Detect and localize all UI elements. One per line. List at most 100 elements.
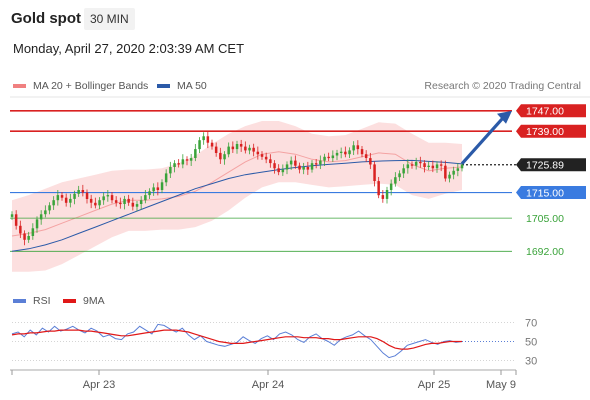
candle-body <box>106 195 110 197</box>
candle-body <box>39 214 43 220</box>
candle-body <box>360 149 364 155</box>
candle-body <box>377 181 380 196</box>
forecast-arrow-head <box>497 110 512 124</box>
datetime-label: Monday, April 27, 2020 2:03:39 AM CET <box>13 41 245 56</box>
candle-body <box>398 173 401 178</box>
legend-swatch-rsi <box>13 299 26 303</box>
instrument-title: Gold spot <box>11 10 81 27</box>
legend-bollinger: MA 20 + Bollinger Bands <box>13 80 148 92</box>
candle-body <box>277 168 280 173</box>
candle-body <box>373 164 376 181</box>
candle-body <box>169 167 172 174</box>
candle-body <box>281 169 285 173</box>
legend-rsi: RSI <box>13 295 51 307</box>
level-label-5: 1692.00 <box>526 246 564 258</box>
candle-body <box>185 159 189 161</box>
bollinger-band-area <box>12 121 462 272</box>
ma50-line <box>11 159 463 252</box>
candle-body <box>110 195 114 201</box>
candle-body <box>364 154 368 158</box>
candle-body <box>177 163 180 165</box>
candle-body <box>77 190 80 194</box>
candle-body <box>369 158 372 165</box>
candle-body <box>260 154 264 157</box>
credit-text: Research © 2020 Trading Central <box>424 80 581 92</box>
legend-swatch-9ma <box>63 299 76 303</box>
candle-body <box>339 151 343 153</box>
x-tick-label-3: May 9 <box>486 379 516 391</box>
rsi-tick-label-0: 70 <box>525 318 537 330</box>
candle-body <box>402 168 405 174</box>
candle-body <box>352 145 355 151</box>
candle-body <box>219 152 222 160</box>
candle-body <box>269 159 272 164</box>
candle-body <box>227 146 230 155</box>
ma20-line <box>11 151 463 237</box>
legend-swatch-bollinger <box>13 84 26 88</box>
candle-body <box>156 187 160 190</box>
candle-body <box>64 197 68 203</box>
candle-body <box>235 144 239 150</box>
candle-body <box>31 228 35 236</box>
candle-body <box>264 156 268 160</box>
candle-body <box>314 163 318 165</box>
candle-body <box>35 219 39 229</box>
candle-body <box>152 187 155 192</box>
candle-body <box>223 154 226 160</box>
candle-body <box>452 170 455 175</box>
candle-body <box>206 136 210 143</box>
candle-body <box>248 147 251 151</box>
candle-body <box>160 182 164 190</box>
candle-body <box>231 146 235 150</box>
candle-body <box>81 190 85 193</box>
rsi-tick-label-1: 50 <box>525 337 537 349</box>
candle-body <box>406 164 410 169</box>
candle-body <box>344 151 347 155</box>
candle-body <box>135 204 139 207</box>
legend-label-9ma: 9MA <box>83 295 105 307</box>
candle-body <box>289 160 293 165</box>
timeframe-badge[interactable]: 30 MIN <box>84 8 135 30</box>
candle-body <box>98 200 101 206</box>
candle-body <box>427 165 430 167</box>
legend-swatch-ma50 <box>157 84 170 88</box>
candle-body <box>189 158 193 161</box>
candle-body <box>385 190 389 199</box>
candle-body <box>439 164 443 166</box>
level-tag-0 <box>516 104 586 118</box>
candle-body <box>323 156 326 161</box>
candle-body <box>123 198 126 204</box>
level-tag-1 <box>516 124 586 138</box>
legend-label-rsi: RSI <box>33 295 51 307</box>
level-label-1: 1739.00 <box>526 126 564 138</box>
candle-body <box>19 225 22 234</box>
candle-body <box>10 214 14 217</box>
candle-body <box>27 236 30 240</box>
candle-body <box>89 198 93 203</box>
candle-body <box>102 196 105 201</box>
candle-body <box>85 192 89 199</box>
candle-body <box>273 163 276 169</box>
candle-body <box>394 177 397 184</box>
candle-body <box>210 142 214 147</box>
candle-body <box>389 183 393 190</box>
candle-body <box>381 195 385 199</box>
candle-body <box>60 195 64 198</box>
x-tick-label-1: Apr 24 <box>252 379 284 391</box>
candle-body <box>198 140 201 150</box>
candle-body <box>285 164 289 170</box>
candle-body <box>310 163 314 170</box>
candle-body <box>435 164 439 169</box>
legend-label-bollinger: MA 20 + Bollinger Bands <box>33 80 149 92</box>
candle-body <box>456 168 460 171</box>
candle-body <box>181 159 185 165</box>
candle-body <box>214 146 218 153</box>
level-label-0: 1747.00 <box>526 106 564 118</box>
candle-body <box>448 174 451 179</box>
candle-body <box>256 151 260 155</box>
legend-9ma: 9MA <box>63 295 105 307</box>
candle-body <box>239 144 243 147</box>
candle-body <box>423 163 426 167</box>
candle-body <box>44 210 47 215</box>
